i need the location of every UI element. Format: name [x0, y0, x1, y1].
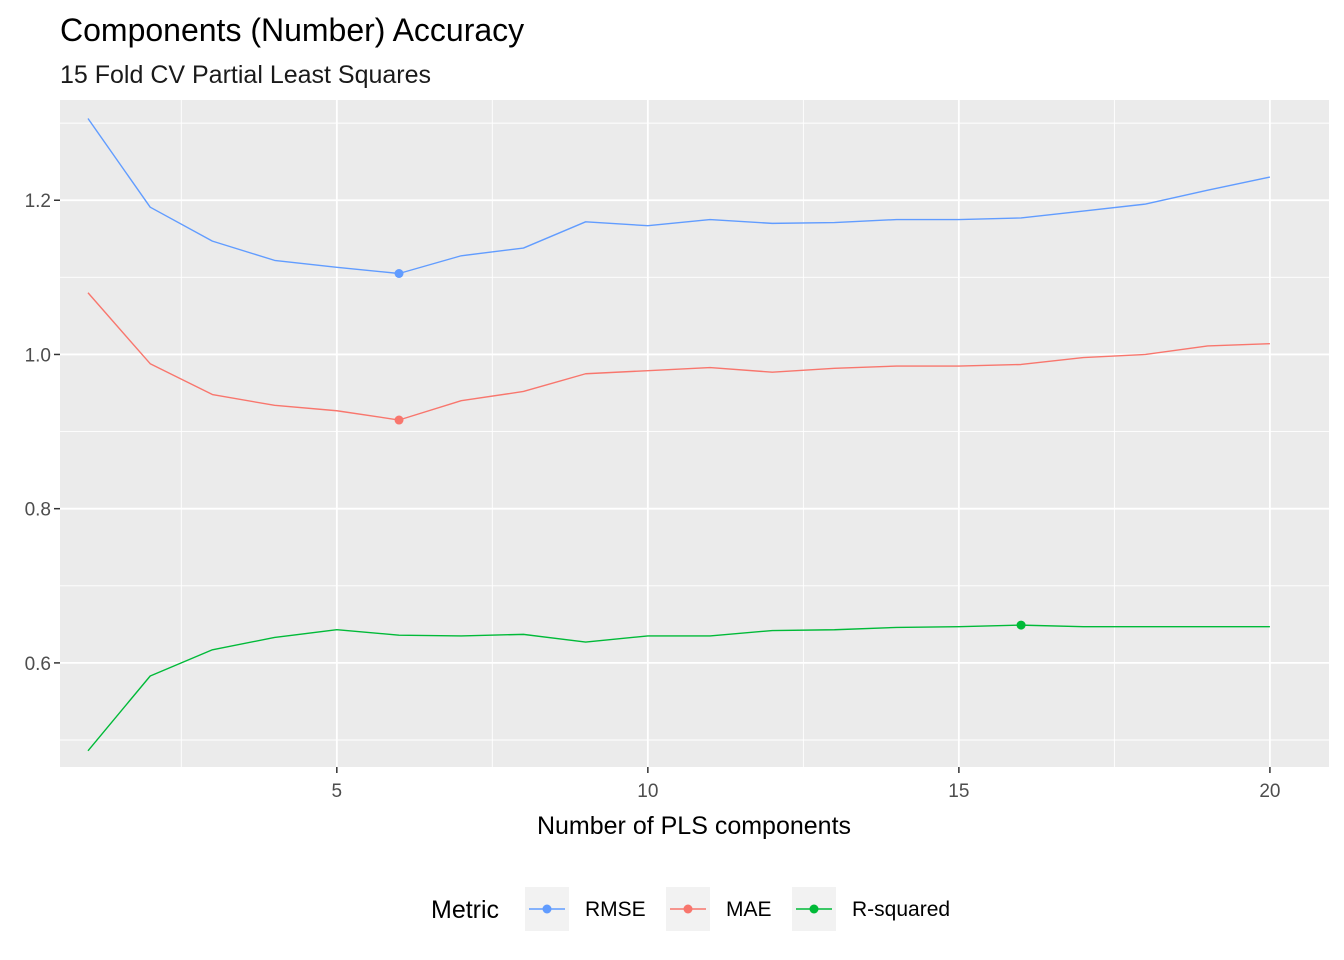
x-tick-label: 20 [1259, 781, 1280, 802]
legend-key-point [809, 904, 819, 914]
best-point-rmse [394, 268, 404, 278]
legend-item-r-squared: R-squared [792, 887, 950, 931]
plot-panel [60, 100, 1329, 767]
legend-label: MAE [726, 898, 772, 921]
x-tick-label: 15 [948, 781, 969, 802]
y-tick-label: 1.2 [25, 191, 51, 212]
legend-key-point [542, 904, 552, 914]
x-tick-label: 10 [637, 781, 658, 802]
series-line-mae [87, 292, 1270, 421]
legend-title: Metric [431, 896, 499, 924]
y-axis: 0.6 0.8 1.0 1.2 [25, 191, 60, 675]
legend: Metric RMSE MAE R-squared [431, 887, 950, 931]
x-axis-title: Number of PLS components [537, 812, 851, 840]
x-tick-label: 5 [332, 781, 343, 802]
y-tick-label: 1.0 [25, 345, 51, 366]
y-tick-label: 0.6 [25, 654, 51, 675]
minor-gridlines [60, 100, 1329, 767]
legend-key-point [683, 904, 693, 914]
chart-title: Components (Number) Accuracy [60, 12, 524, 48]
legend-item-mae: MAE [666, 887, 772, 931]
legend-item-rmse: RMSE [525, 887, 646, 931]
best-point-r-squared [1016, 620, 1026, 630]
series-line-r-squared [87, 624, 1270, 752]
chart-subtitle: 15 Fold CV Partial Least Squares [60, 61, 431, 89]
legend-label: RMSE [585, 898, 646, 921]
series-line-rmse [87, 118, 1271, 275]
y-tick-label: 0.8 [25, 500, 51, 521]
best-point-mae [394, 415, 404, 425]
major-gridlines [60, 100, 1329, 767]
legend-label: R-squared [852, 898, 950, 921]
series-layer [87, 118, 1271, 752]
x-axis: 5 10 15 20 [332, 767, 1280, 802]
